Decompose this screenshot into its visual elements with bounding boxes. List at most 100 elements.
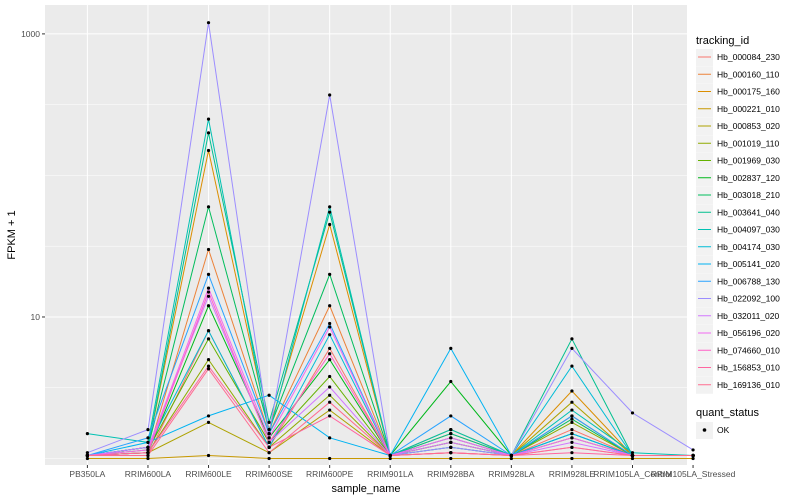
x-tick-label: RRIM901LA	[367, 469, 414, 479]
x-tick-label: RRIM928LA	[488, 469, 535, 479]
legend-label: Hb_000175_160	[717, 87, 780, 97]
data-point	[630, 453, 635, 458]
x-tick-label: RRIM600LA	[125, 469, 172, 479]
data-point	[328, 400, 332, 404]
legend-label: Hb_000221_010	[717, 104, 780, 114]
data-point	[570, 420, 574, 424]
data-point	[630, 451, 635, 455]
data-point	[267, 428, 271, 432]
legend-label: Hb_022092_100	[717, 294, 780, 304]
legend-label: Hb_000084_230	[717, 52, 780, 62]
legend-label: Hb_056196_020	[717, 328, 780, 338]
data-point	[509, 456, 513, 461]
data-point	[691, 448, 695, 452]
data-point	[570, 414, 574, 418]
points-layer	[85, 21, 695, 461]
data-point	[206, 453, 211, 458]
legend-label: Hb_000160_110	[717, 69, 780, 79]
data-point	[206, 148, 211, 153]
data-point	[206, 420, 211, 424]
data-point	[328, 210, 332, 214]
data-point	[630, 411, 635, 415]
y-tick-label: 10	[31, 312, 41, 322]
data-point	[267, 393, 271, 397]
data-point	[206, 286, 211, 290]
data-point	[328, 272, 332, 276]
data-point	[570, 440, 574, 444]
data-point	[449, 445, 453, 449]
data-point	[449, 440, 453, 444]
data-point	[85, 451, 89, 455]
data-point	[570, 346, 574, 350]
data-point	[570, 389, 574, 393]
data-point	[328, 321, 332, 326]
x-tick-label: RRIM600LE	[185, 469, 232, 479]
legend-point-swatch	[702, 428, 707, 432]
x-axis: PB350LA RRIM600LA RRIM600LE RRIM600SE RRIM60…	[69, 465, 736, 479]
data-point	[146, 436, 150, 440]
data-point	[206, 290, 211, 294]
data-point	[691, 453, 695, 458]
data-point	[328, 333, 332, 337]
data-point	[328, 304, 332, 308]
x-tick-label: RRIM105LA_Control	[593, 469, 672, 479]
data-point	[509, 453, 513, 458]
plot-panel	[45, 5, 687, 465]
data-point	[206, 272, 211, 276]
data-point	[328, 385, 332, 389]
x-tick-label: RRIM600SE	[245, 469, 293, 479]
data-point	[85, 456, 89, 461]
x-tick-label: RRIM600PE	[306, 469, 354, 479]
data-point	[267, 456, 271, 461]
data-point	[449, 346, 453, 350]
data-point	[206, 304, 211, 308]
data-point	[449, 379, 453, 384]
data-point	[328, 357, 332, 362]
legend-label: Hb_006788_130	[717, 276, 780, 286]
data-point	[206, 294, 211, 298]
legend-label: Hb_000853_020	[717, 121, 780, 131]
data-point	[146, 451, 150, 455]
legend-label: Hb_169136_010	[717, 380, 780, 390]
y-axis: 10 1000	[21, 29, 45, 322]
data-point	[570, 431, 574, 436]
data-point	[328, 408, 332, 412]
data-point	[328, 414, 332, 418]
legend-label: Hb_003018_210	[717, 190, 780, 200]
data-point	[206, 205, 211, 209]
legend-title: quant_status	[696, 407, 759, 419]
data-point	[206, 357, 211, 362]
grid-major	[45, 5, 694, 465]
data-point	[206, 414, 211, 418]
data-point	[146, 440, 150, 444]
data-point	[267, 440, 271, 444]
data-point	[328, 222, 332, 227]
data-point	[328, 393, 332, 397]
data-point	[146, 428, 150, 432]
data-point	[570, 428, 574, 432]
data-point	[449, 456, 453, 461]
data-point	[570, 408, 574, 412]
data-point	[267, 431, 271, 436]
data-point	[267, 436, 271, 440]
data-point	[328, 346, 332, 350]
x-tick-label: RRIM928BA	[427, 469, 475, 479]
data-point	[206, 329, 211, 333]
legend-label: Hb_004174_030	[717, 242, 780, 252]
data-point	[206, 364, 211, 368]
data-point	[328, 93, 332, 97]
y-tick-label: 1000	[21, 29, 40, 39]
data-point	[449, 451, 453, 455]
data-point	[328, 205, 332, 209]
data-point	[449, 414, 453, 418]
x-tick-label: RRIM105LA_Stressed	[651, 469, 736, 479]
data-point	[206, 337, 211, 341]
data-point	[85, 453, 89, 458]
data-point	[388, 456, 392, 461]
data-point	[206, 131, 211, 135]
legend-tracking-id: tracking_id Hb_000084_230 Hb_000160_110 Hb…	[696, 35, 780, 394]
legend-label: Hb_001019_110	[717, 138, 780, 148]
data-point	[570, 417, 574, 421]
data-point	[206, 247, 211, 252]
